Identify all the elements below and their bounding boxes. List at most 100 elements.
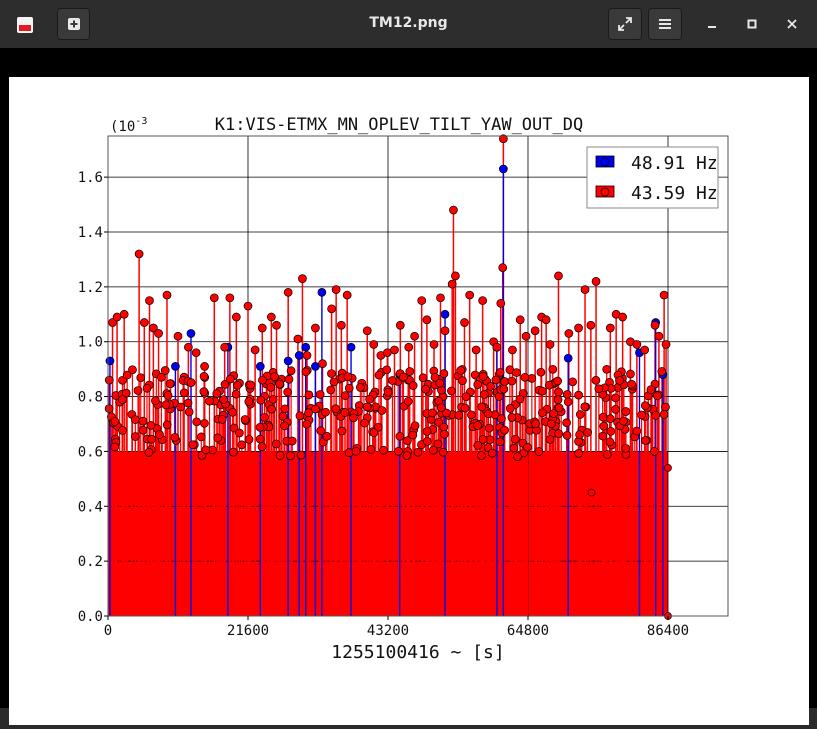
point-43 xyxy=(267,404,276,414)
point-43 xyxy=(228,407,237,417)
point-43 xyxy=(304,390,314,400)
point-43 xyxy=(427,408,437,418)
point-43 xyxy=(302,351,312,360)
point-43 xyxy=(201,445,211,455)
point-43 xyxy=(142,383,152,393)
point-43 xyxy=(499,134,508,144)
point-43 xyxy=(327,369,336,378)
point-43 xyxy=(318,359,327,369)
point-43 xyxy=(640,436,650,445)
point-43 xyxy=(237,440,247,450)
point-43 xyxy=(554,271,563,281)
image-viewport[interactable]: 0 21600 43200 64800 86400 0.0 0.2 0.4 0.6 0.8 1.0… xyxy=(0,48,817,725)
point-43 xyxy=(562,390,572,399)
point-43 xyxy=(646,385,656,394)
point-43 xyxy=(255,422,265,432)
point-43 xyxy=(605,323,615,333)
point-43 xyxy=(302,419,312,429)
point-43 xyxy=(615,376,624,385)
point-43 xyxy=(487,448,497,458)
point-43 xyxy=(508,345,517,355)
point-43 xyxy=(491,375,501,385)
point-43 xyxy=(316,426,326,436)
point-43 xyxy=(421,384,431,394)
point-43 xyxy=(315,390,325,399)
point-43 xyxy=(458,376,467,385)
close-button[interactable] xyxy=(782,14,802,34)
point-43 xyxy=(220,342,230,352)
point-43 xyxy=(621,443,631,453)
point-43 xyxy=(270,372,279,381)
point-43 xyxy=(513,452,522,462)
point-43 xyxy=(651,411,661,420)
menu-button[interactable] xyxy=(648,8,682,40)
point-43 xyxy=(365,394,374,404)
point-43 xyxy=(200,418,209,428)
point-48 xyxy=(255,362,265,371)
point-43 xyxy=(244,397,254,406)
point-43 xyxy=(199,372,209,381)
point-43 xyxy=(548,364,558,374)
point-43 xyxy=(161,400,171,410)
point-43 xyxy=(199,387,209,396)
point-43 xyxy=(499,384,509,394)
point-43 xyxy=(403,436,412,446)
minimize-button[interactable] xyxy=(702,14,722,34)
point-43 xyxy=(369,340,379,349)
point-43 xyxy=(659,410,669,419)
y-tick-label: 0.6 xyxy=(78,444,103,460)
point-43 xyxy=(200,362,209,371)
point-43 xyxy=(225,374,235,384)
hamburger-menu-icon xyxy=(659,19,671,29)
point-43 xyxy=(408,381,418,390)
point-43 xyxy=(235,428,244,438)
point-43 xyxy=(162,290,172,300)
point-43 xyxy=(512,368,521,377)
point-43 xyxy=(176,402,186,412)
point-43 xyxy=(449,205,458,215)
point-43 xyxy=(327,304,336,314)
point-43 xyxy=(280,421,289,431)
point-43 xyxy=(296,450,306,460)
point-43 xyxy=(637,410,646,420)
point-43 xyxy=(477,402,487,412)
fullscreen-button[interactable] xyxy=(608,8,642,40)
point-43 xyxy=(331,285,341,294)
point-43 xyxy=(369,428,379,438)
x-tick-label: 43200 xyxy=(367,623,409,639)
point-43 xyxy=(574,449,583,458)
point-43 xyxy=(500,425,509,435)
x-tick-label: 64800 xyxy=(507,623,549,639)
point-43 xyxy=(583,428,592,437)
point-43 xyxy=(244,435,254,444)
point-43 xyxy=(382,365,392,375)
point-48 xyxy=(105,356,115,366)
point-43 xyxy=(286,451,295,461)
point-48 xyxy=(186,329,196,338)
point-43 xyxy=(598,412,608,422)
point-43 xyxy=(661,402,670,412)
point-43 xyxy=(284,374,294,384)
point-43 xyxy=(163,391,173,400)
point-43 xyxy=(151,396,160,406)
point-43 xyxy=(260,413,269,422)
point-43 xyxy=(104,404,114,413)
maximize-button[interactable] xyxy=(742,14,762,34)
point-43 xyxy=(360,418,369,428)
point-43 xyxy=(460,318,469,327)
point-43 xyxy=(219,395,228,404)
point-43 xyxy=(510,434,520,444)
point-43 xyxy=(122,370,132,380)
point-43 xyxy=(118,426,127,435)
point-43 xyxy=(439,369,449,378)
point-43 xyxy=(366,445,376,454)
point-43 xyxy=(447,279,457,289)
y-tick-label: 1.6 xyxy=(78,170,103,186)
point-43 xyxy=(440,326,450,336)
point-43 xyxy=(580,402,590,412)
point-43 xyxy=(402,451,412,460)
window-title: TM12.png xyxy=(369,15,448,31)
point-43 xyxy=(587,488,596,497)
point-43 xyxy=(553,395,563,404)
new-window-button[interactable] xyxy=(57,8,90,40)
